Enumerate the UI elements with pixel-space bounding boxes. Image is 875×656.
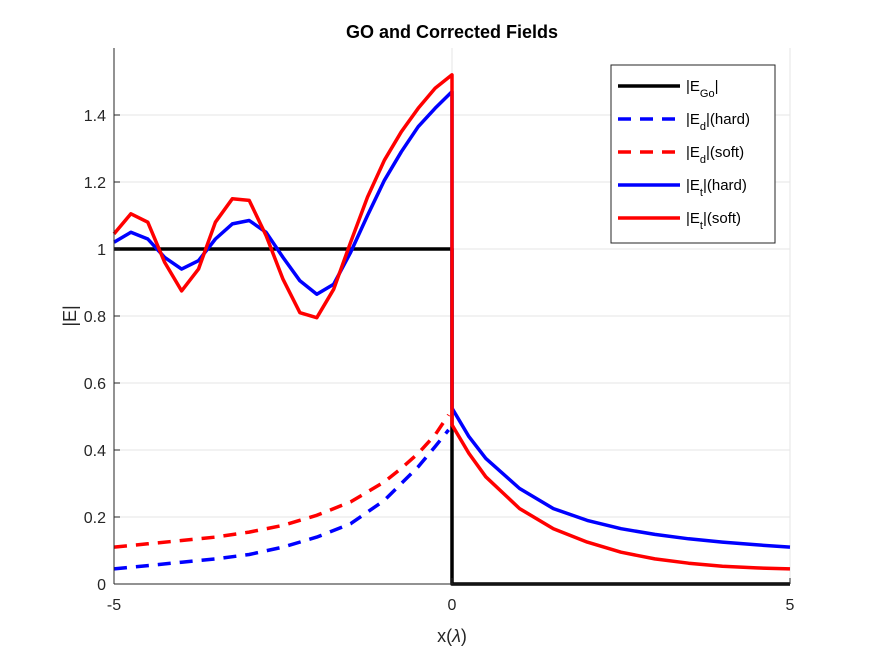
x-tick-label-1: 0: [448, 597, 457, 614]
legend-label-pre-1: |E: [686, 111, 700, 128]
legend-label-4: |Et|(soft): [686, 210, 741, 232]
legend-label-sub-1: d: [700, 121, 706, 133]
series-line-2: [113, 413, 451, 549]
legend-label-post-2: |(soft): [706, 144, 744, 161]
legend-label-sub-0: Go: [700, 88, 715, 100]
y-ticks: 0 0.2 0.4 0.6 0.8 1 1.2 1.4: [84, 108, 120, 594]
y-tick-label-5: 1: [97, 242, 106, 259]
y-tick-label-0: 0: [97, 577, 106, 594]
y-tick-label-3: 0.6: [84, 376, 106, 393]
x-axis-label-main: x(: [437, 626, 452, 646]
legend-label-post-3: |(hard): [703, 177, 747, 194]
legend-label-post-0: |: [715, 78, 719, 95]
x-ticks: -5 0 5: [107, 578, 795, 614]
chart-title: GO and Corrected Fields: [346, 22, 558, 42]
legend-box: [610, 64, 776, 244]
legend-label-0: |EGo|: [686, 78, 719, 100]
legend-label-sub-2: d: [700, 154, 706, 166]
legend-label-pre-2: |E: [686, 144, 700, 161]
y-tick-label-7: 1.4: [84, 108, 106, 125]
legend-label-sub-3: t: [700, 187, 703, 199]
x-axis-label-greek: λ: [451, 626, 461, 646]
x-tick-label-2: 5: [786, 597, 795, 614]
legend-entries: |EGo||Ed|(hard)|Ed|(soft)|Et|(hard)|Et|(…: [618, 78, 750, 232]
legend-label-2: |Ed|(soft): [686, 144, 744, 166]
y-tick-label-2: 0.4: [84, 443, 106, 460]
legend-label-sub-4: t: [700, 220, 703, 232]
legend-label-pre-4: |E: [686, 210, 700, 227]
legend-label-pre-0: |E: [686, 78, 700, 95]
series-line-1: [113, 428, 450, 571]
y-axis-label: |E|: [60, 305, 80, 326]
legend-label-post-4: |(soft): [703, 210, 741, 227]
y-tick-label-6: 1.2: [84, 175, 106, 192]
legend-label-pre-3: |E: [686, 177, 700, 194]
x-axis-label: x(λ): [437, 626, 467, 646]
legend-label-post-1: |(hard): [706, 111, 750, 128]
legend: |EGo||Ed|(hard)|Ed|(soft)|Et|(hard)|Et|(…: [610, 64, 776, 244]
y-tick-label-1: 0.2: [84, 510, 106, 527]
series-line-4: [112, 73, 791, 571]
x-axis-label-close: ): [461, 626, 467, 646]
x-tick-label-0: -5: [107, 597, 121, 614]
legend-label-1: |Ed|(hard): [686, 111, 750, 133]
legend-label-3: |Et|(hard): [686, 177, 747, 199]
y-tick-label-4: 0.8: [84, 309, 106, 326]
